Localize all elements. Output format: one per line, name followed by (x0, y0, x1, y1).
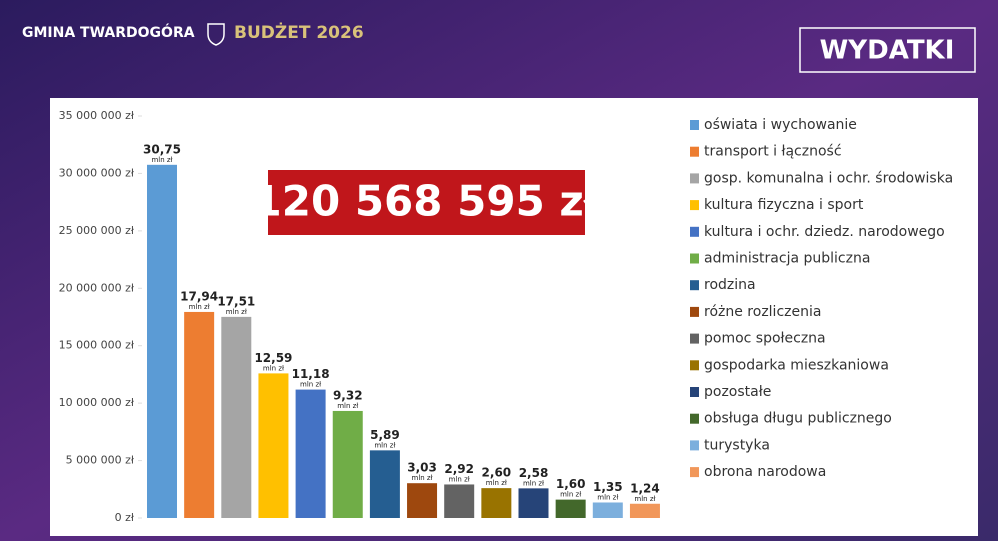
value-label: 2,92 (444, 462, 474, 476)
total-box (268, 170, 585, 235)
total-amount: 120 568 595 zł (253, 177, 601, 226)
legend-label: transport i łączność (704, 144, 842, 160)
bar (332, 410, 363, 518)
legend-label: rodzina (704, 277, 756, 293)
value-unit: mln zł (449, 475, 470, 483)
bar (518, 488, 549, 518)
legend-swatch (690, 173, 699, 184)
legend-swatch (690, 253, 699, 264)
bar (221, 316, 252, 518)
legend-label: gosp. komunalna i ochr. środowiska (704, 170, 953, 186)
legend-label: turystyka (704, 437, 770, 453)
legend-swatch (690, 226, 699, 237)
value-unit: mln zł (523, 479, 544, 487)
value-unit: mln zł (560, 491, 581, 499)
value-unit: mln zł (486, 479, 507, 487)
bar (481, 488, 512, 518)
bar (258, 373, 289, 518)
value-unit: mln zł (597, 493, 618, 501)
y-tick-label: 25 000 000 zł (59, 224, 135, 237)
bar (592, 502, 623, 518)
y-tick-label: 30 000 000 zł (59, 166, 135, 179)
value-unit: mln zł (412, 474, 433, 482)
value-label: 5,89 (370, 428, 400, 442)
value-unit: mln zł (300, 381, 321, 389)
value-unit: mln zł (226, 308, 247, 316)
bar (147, 164, 177, 519)
legend-swatch (690, 333, 699, 344)
legend-label: obsługa długu publicznego (704, 411, 892, 427)
legend-swatch (690, 306, 699, 317)
legend-label: różne rozliczenia (704, 304, 821, 320)
legend-swatch (690, 146, 699, 157)
budget-title: BUDŻET 2026 (234, 21, 364, 43)
value-label: 1,24 (630, 481, 660, 495)
legend-swatch (690, 120, 699, 130)
legend-label: oświata i wychowanie (704, 117, 857, 133)
legend-swatch (690, 280, 699, 291)
value-label: 1,35 (593, 480, 623, 494)
legend-swatch (690, 467, 699, 478)
legend-swatch (690, 387, 699, 397)
value-label: 30,75 (143, 142, 181, 156)
y-tick-label: 5 000 000 zł (66, 454, 135, 467)
municipality: GMINA TWARDOGÓRA (22, 23, 195, 41)
bar (444, 484, 475, 518)
bar (407, 483, 438, 518)
value-unit: mln zł (151, 156, 172, 164)
value-label: 11,18 (292, 367, 330, 381)
legend-swatch (690, 360, 699, 371)
section-box (799, 27, 976, 73)
legend-swatch (690, 200, 699, 211)
legend-label: kultura i ochr. dziedz. narodowego (704, 224, 945, 240)
bar (555, 499, 586, 518)
value-label: 12,59 (254, 351, 292, 365)
legend-swatch (690, 440, 699, 451)
legend-label: administracja publiczna (704, 251, 870, 267)
bar (295, 389, 326, 518)
bar (629, 503, 660, 518)
value-unit: mln zł (263, 364, 284, 372)
legend-label: obrona narodowa (704, 464, 826, 480)
value-unit: mln zł (634, 495, 655, 503)
value-label: 2,58 (519, 466, 549, 480)
value-label: 17,51 (217, 294, 255, 308)
section-title: WYDATKI (820, 36, 955, 66)
value-label: 17,94 (180, 289, 218, 303)
legend-swatch (690, 413, 699, 424)
y-tick-label: 0 zł (115, 511, 135, 524)
y-tick-label: 35 000 000 zł (59, 109, 135, 122)
bar (369, 450, 400, 518)
value-unit: mln zł (337, 402, 358, 410)
legend-label: kultura fizyczna i sport (704, 197, 864, 213)
legend-label: pomoc społeczna (704, 331, 826, 347)
value-label: 1,60 (556, 477, 586, 491)
value-unit: mln zł (189, 303, 210, 311)
bar (184, 311, 215, 518)
value-label: 3,03 (407, 461, 437, 475)
value-label: 2,60 (482, 466, 512, 480)
value-unit: mln zł (374, 441, 395, 449)
y-tick-label: 10 000 000 zł (59, 396, 135, 409)
crest-icon (207, 23, 225, 46)
value-label: 9,32 (333, 388, 363, 402)
legend-label: gospodarka mieszkaniowa (704, 357, 889, 373)
y-tick-label: 15 000 000 zł (59, 339, 135, 352)
legend-label: pozostałe (704, 384, 771, 400)
y-tick-label: 20 000 000 zł (59, 281, 135, 294)
